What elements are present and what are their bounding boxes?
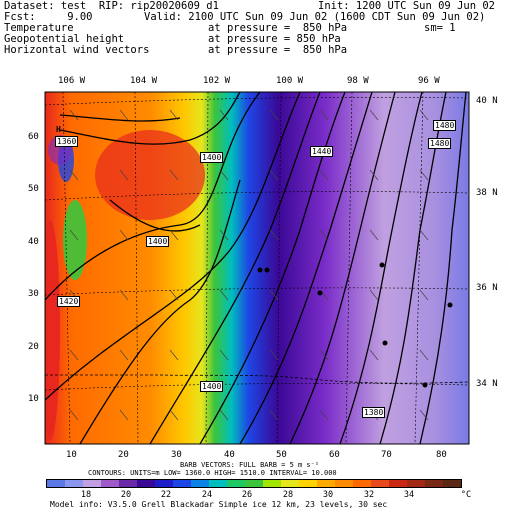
grid-y-tick: 30 <box>28 289 39 299</box>
city-dot <box>379 262 385 268</box>
lon-label: 104 W <box>130 76 158 86</box>
colorbar-tick: 22 <box>160 490 172 500</box>
boundary-line <box>45 374 469 384</box>
colorbar-unit: °C <box>460 490 472 500</box>
temperature-field <box>45 92 469 444</box>
grid-x-tick: 30 <box>171 450 182 460</box>
colorbar-segment <box>137 480 155 487</box>
field-name-temperature: Temperature <box>4 22 74 34</box>
lon-label: 106 W <box>58 76 86 86</box>
city-dot <box>317 290 323 296</box>
lat-lon-grid <box>45 92 469 444</box>
lon-label: 100 W <box>276 76 304 86</box>
grid-x-tick: 10 <box>66 450 77 460</box>
colorbar-segment <box>47 480 65 487</box>
contour-label: 1420 <box>57 296 81 307</box>
grid-x-tick: 50 <box>276 450 287 460</box>
colorbar-tick: 24 <box>201 490 213 500</box>
colorbar-segment <box>245 480 263 487</box>
city-dot <box>264 267 270 273</box>
colorbar-tick: 26 <box>241 490 253 500</box>
colorbar-segment <box>425 480 443 487</box>
grid-y-tick: 60 <box>28 132 39 142</box>
colorbar-segment <box>83 480 101 487</box>
barb-vector-note: BARB VECTORS: FULL BARB = 5 m s⁻¹ <box>180 461 320 469</box>
lon-label: 102 W <box>203 76 231 86</box>
contour-label: 1480 <box>428 138 452 149</box>
field-level-temperature: at pressure = 850 hPa <box>208 22 348 34</box>
warm-core <box>95 130 205 220</box>
city-dot <box>422 382 428 388</box>
color-bar <box>46 479 462 488</box>
colorbar-segment <box>101 480 119 487</box>
contour-info: CONTOURS: UNITS=m LOW= 1360.0 HIGH= 1510… <box>88 469 337 477</box>
grid-y-tick: 40 <box>28 237 39 247</box>
lat-label: 36 N <box>476 283 498 293</box>
init-time: Init: 1200 UTC Sun 09 Jun 02 <box>318 0 496 12</box>
colorbar-segment <box>65 480 83 487</box>
colorbar-segment <box>173 480 191 487</box>
smoothing-label: sm= 1 <box>424 22 456 34</box>
lat-label: 34 N <box>476 379 498 389</box>
colorbar-segment <box>263 480 281 487</box>
hot-edge <box>45 220 60 440</box>
colorbar-segment <box>335 480 353 487</box>
grid-x-tick: 80 <box>436 450 447 460</box>
contour-label: 1400 <box>200 152 224 163</box>
colorbar-segment <box>281 480 299 487</box>
valid-time: Valid: 2100 UTC Sun 09 Jun 02 (1600 CDT … <box>144 11 486 23</box>
model-info: Model info: V3.5.0 Grell Blackadar Simpl… <box>50 500 388 509</box>
wind-barbs <box>69 109 429 421</box>
colorbar-segment <box>119 480 137 487</box>
field-level-height: at pressure = 850 hPa <box>208 33 341 45</box>
forecast-hour: Fcst: 9.00 <box>4 11 93 23</box>
contour-label: 1440 <box>310 146 334 157</box>
city-dot <box>257 267 263 273</box>
lat-label: 38 N <box>476 188 498 198</box>
colorbar-segment <box>191 480 209 487</box>
contour-label: 1480 <box>433 120 457 131</box>
city-dot <box>447 302 453 308</box>
colorbar-segment <box>227 480 245 487</box>
colorbar-segment <box>443 480 461 487</box>
colorbar-segment <box>155 480 173 487</box>
cool-pocket <box>63 200 87 280</box>
field-level-wind: at pressure = 850 hPa <box>208 44 348 56</box>
grid-y-tick: 10 <box>28 394 39 404</box>
colorbar-tick: 28 <box>282 490 294 500</box>
colorbar-tick: 30 <box>322 490 334 500</box>
grid-y-tick: 50 <box>28 184 39 194</box>
city-dot <box>382 340 388 346</box>
contour-label: 1400 <box>146 236 170 247</box>
colorbar-tick: 32 <box>363 490 375 500</box>
colorbar-segment <box>317 480 335 487</box>
contour-label: 1380 <box>362 407 386 418</box>
colorbar-tick: 18 <box>80 490 92 500</box>
contour-label: 1360 <box>55 136 79 147</box>
map-frame <box>44 91 470 445</box>
field-name-wind: Horizontal wind vectors <box>4 44 150 56</box>
contour-label: 1400 <box>200 381 224 392</box>
lat-label: 40 N <box>476 96 498 106</box>
colorbar-segment <box>209 480 227 487</box>
dataset-line: Dataset: test RIP: rip20020609 d1 <box>4 0 219 12</box>
colorbar-segment <box>299 480 317 487</box>
colorbar-segment <box>353 480 371 487</box>
colorbar-segment <box>389 480 407 487</box>
lon-label: 96 W <box>418 76 440 86</box>
height-contours <box>45 92 467 444</box>
colorbar-tick: 34 <box>403 490 415 500</box>
field-name-height: Geopotential height <box>4 33 125 45</box>
colorbar-tick: 20 <box>120 490 132 500</box>
colorbar-segment <box>371 480 389 487</box>
lon-label: 98 W <box>347 76 369 86</box>
grid-x-tick: 40 <box>224 450 235 460</box>
grid-y-tick: 20 <box>28 342 39 352</box>
grid-x-tick: 60 <box>329 450 340 460</box>
grid-x-tick: 70 <box>381 450 392 460</box>
colorbar-segment <box>407 480 425 487</box>
grid-x-tick: 20 <box>118 450 129 460</box>
high-marker: H <box>56 125 61 134</box>
